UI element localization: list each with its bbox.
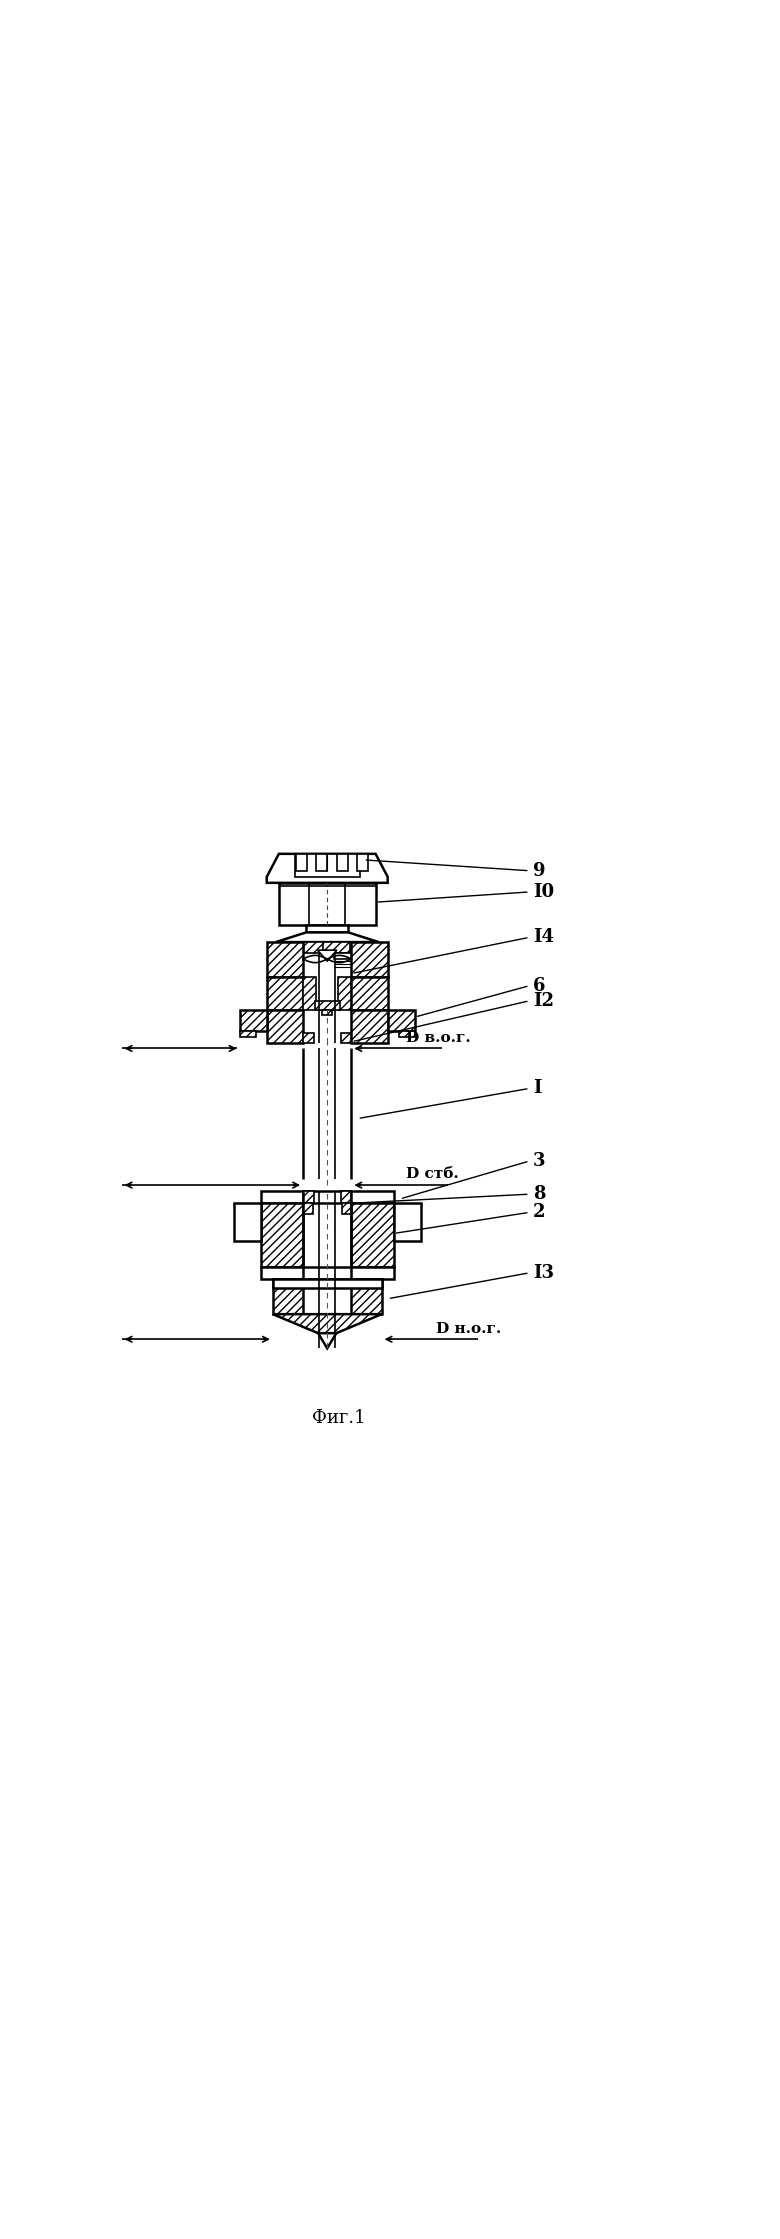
Polygon shape (233, 1202, 261, 1240)
Text: 9: 9 (533, 862, 545, 880)
Bar (399, 1032, 415, 1037)
Text: I0: I0 (533, 882, 554, 900)
Text: 2: 2 (533, 1202, 545, 1220)
Polygon shape (338, 976, 351, 1010)
Text: I: I (533, 1079, 541, 1097)
Polygon shape (303, 976, 317, 1010)
Polygon shape (273, 1278, 303, 1314)
Polygon shape (351, 1202, 394, 1267)
Bar (322, 1010, 332, 1014)
Polygon shape (318, 1332, 336, 1348)
Polygon shape (388, 1010, 415, 1032)
Text: Фиг.1: Фиг.1 (313, 1408, 366, 1426)
Bar (304, 943, 331, 954)
Text: I2: I2 (533, 992, 554, 1010)
Bar (303, 1191, 314, 1202)
Bar (295, 853, 360, 878)
Bar (239, 1032, 256, 1037)
Bar (303, 1202, 313, 1214)
Bar (303, 1034, 314, 1043)
Bar (341, 1034, 352, 1043)
Polygon shape (261, 1202, 303, 1267)
Bar (337, 853, 348, 871)
Polygon shape (276, 931, 378, 943)
Text: D в.о.г.: D в.о.г. (406, 1030, 470, 1046)
Text: 8: 8 (533, 1184, 545, 1202)
Bar (279, 882, 376, 925)
Bar (314, 1001, 340, 1010)
Polygon shape (351, 943, 388, 976)
Polygon shape (351, 1010, 388, 1043)
Polygon shape (317, 949, 337, 961)
Bar (296, 853, 307, 871)
Bar (323, 943, 350, 954)
Bar (335, 954, 351, 958)
Bar (306, 925, 349, 931)
Polygon shape (273, 1314, 381, 1332)
Polygon shape (351, 976, 388, 1010)
Polygon shape (394, 1202, 421, 1240)
Text: 3: 3 (533, 1151, 545, 1171)
Text: D н.о.г.: D н.о.г. (436, 1321, 502, 1337)
Bar (261, 1267, 394, 1278)
Polygon shape (239, 1010, 267, 1032)
Polygon shape (267, 943, 303, 976)
Polygon shape (351, 1278, 381, 1314)
Bar (273, 1278, 381, 1287)
Text: I3: I3 (533, 1263, 554, 1281)
Bar (342, 1202, 351, 1214)
Text: 6: 6 (533, 976, 545, 994)
Text: I4: I4 (533, 929, 554, 947)
Bar (317, 853, 328, 871)
Polygon shape (267, 853, 388, 882)
Bar (261, 1191, 394, 1202)
Text: D стб.: D стб. (406, 1167, 459, 1182)
Bar (341, 1191, 352, 1202)
Polygon shape (267, 976, 303, 1010)
Bar (357, 853, 368, 871)
Polygon shape (267, 1010, 303, 1043)
